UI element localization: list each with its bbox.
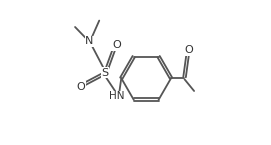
Text: N: N bbox=[85, 36, 93, 46]
Text: S: S bbox=[101, 68, 108, 77]
Text: O: O bbox=[76, 82, 85, 92]
Text: HN: HN bbox=[109, 91, 124, 101]
Text: O: O bbox=[112, 40, 121, 50]
Text: O: O bbox=[185, 45, 193, 55]
